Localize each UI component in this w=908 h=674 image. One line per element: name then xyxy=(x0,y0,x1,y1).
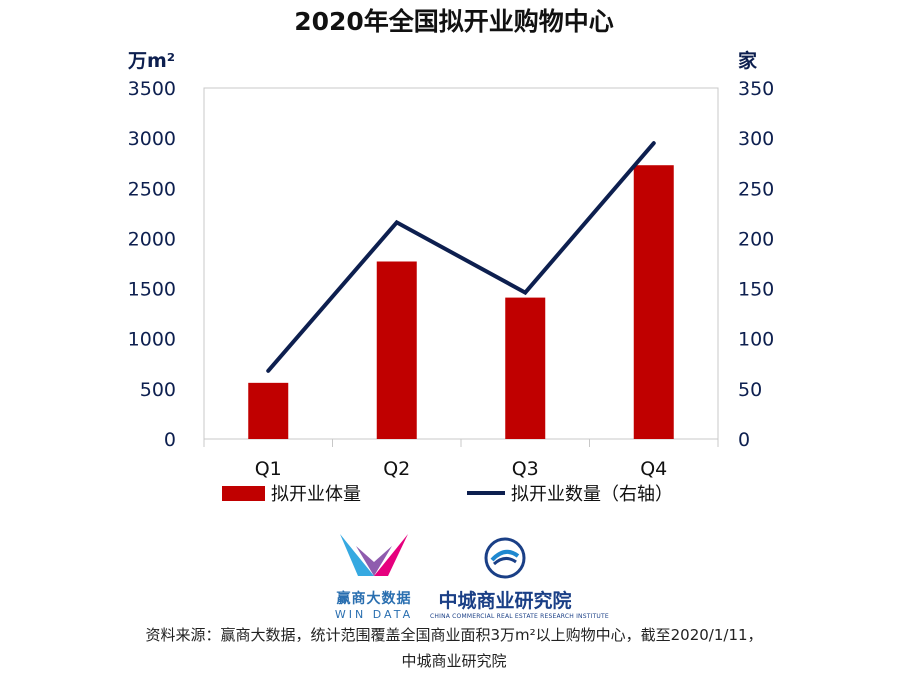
chart-title: 2020年全国拟开业购物中心 xyxy=(294,7,614,36)
combo-chart: 0 500 1000 1500 2000 2500 3000 3500 0 50 100 150 200… xyxy=(128,78,775,480)
line-count-series xyxy=(266,141,656,373)
legend-bar-swatch xyxy=(222,485,265,501)
legend-item-volume: 拟开业体量 xyxy=(222,481,361,505)
win-data-mark-icon xyxy=(340,534,408,576)
left-axis-tick-label: 1000 xyxy=(128,329,176,351)
bar-volume-Q2 xyxy=(376,261,417,439)
win-data-en: WIN DATA xyxy=(334,608,414,621)
left-axis-tick-label: 2500 xyxy=(128,178,176,200)
right-axis-tick-label: 100 xyxy=(738,329,774,351)
right-axis-tick-label: 200 xyxy=(738,228,774,250)
left-axis-tick-label: 3500 xyxy=(128,78,176,100)
legend-bar-label: 拟开业体量 xyxy=(271,484,361,505)
bar-volume-Q4 xyxy=(633,165,674,439)
right-axis-tick-label: 150 xyxy=(738,279,774,301)
left-axis-tick-label: 3000 xyxy=(128,128,176,150)
category-label: Q1 xyxy=(255,458,282,480)
legend-line-swatch xyxy=(467,491,505,495)
right-axis-tick-label: 300 xyxy=(738,128,774,150)
category-label: Q2 xyxy=(383,458,410,480)
left-axis-tick-label: 2000 xyxy=(128,228,176,250)
win-data-logo: 赢商大数据 WIN DATA xyxy=(332,532,416,621)
zhongcheng-logo: 中城商业研究院 CHINA COMMERCIAL REAL ESTATE RES… xyxy=(430,536,609,620)
category-label: Q4 xyxy=(640,458,667,480)
legend-item-count: 拟开业数量（右轴） xyxy=(467,481,673,505)
left-axis-unit: 万m² xyxy=(128,50,176,72)
right-axis-unit: 家 xyxy=(738,50,758,72)
zhongcheng-en: CHINA COMMERCIAL REAL ESTATE RESEARCH IN… xyxy=(430,613,609,620)
source-line-2: 中城商业研究院 xyxy=(401,652,507,670)
right-axis-tick-label: 0 xyxy=(738,429,750,451)
bar-volume-Q3 xyxy=(505,297,546,439)
zhongcheng-cn: 中城商业研究院 xyxy=(438,590,572,612)
right-axis-tick-label: 250 xyxy=(738,178,774,200)
category-label: Q3 xyxy=(512,458,539,480)
source-line-1: 资料来源：赢商大数据，统计范围覆盖全国商业面积3万m²以上购物中心，截至2020… xyxy=(145,626,763,644)
left-axis-tick-label: 1500 xyxy=(128,279,176,301)
right-axis-tick-label: 50 xyxy=(738,379,762,401)
win-data-cn: 赢商大数据 xyxy=(336,591,412,607)
legend-line-label: 拟开业数量（右轴） xyxy=(511,484,673,505)
left-axis-tick-label: 0 xyxy=(164,429,176,451)
zhongcheng-emblem-icon xyxy=(484,537,526,579)
left-axis-tick-label: 500 xyxy=(140,379,176,401)
source-note: 资料来源：赢商大数据，统计范围覆盖全国商业面积3万m²以上购物中心，截至2020… xyxy=(0,622,908,674)
right-axis-tick-label: 350 xyxy=(738,78,774,100)
bar-volume-Q1 xyxy=(248,382,289,439)
